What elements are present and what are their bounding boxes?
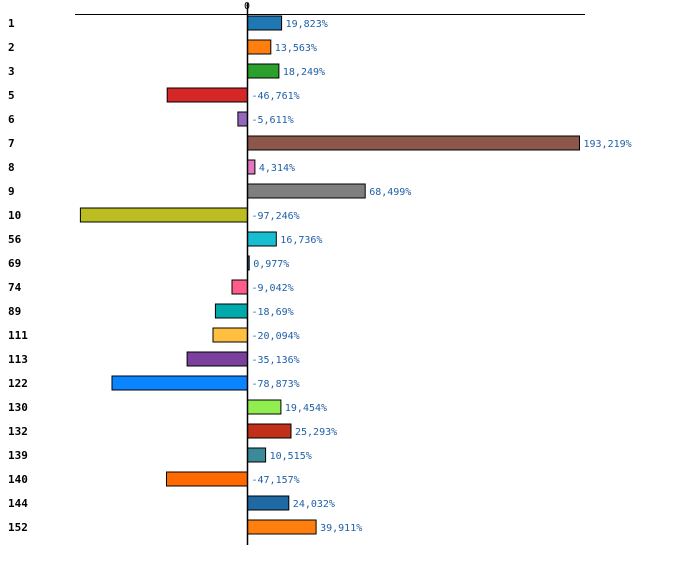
value-label-69: 0,977% bbox=[253, 259, 289, 270]
value-label-5: -46,761% bbox=[252, 91, 300, 102]
bar-5 bbox=[166, 87, 248, 103]
bar-74 bbox=[231, 279, 248, 295]
category-label-144: 144 bbox=[8, 497, 28, 510]
value-label-130: 19,454% bbox=[285, 403, 327, 414]
category-label-139: 139 bbox=[8, 449, 28, 462]
category-label-9: 9 bbox=[8, 185, 15, 198]
bar-111 bbox=[212, 327, 248, 343]
value-label-89: -18,69% bbox=[252, 307, 294, 318]
value-label-152: 39,911% bbox=[320, 523, 362, 534]
value-label-10: -97,246% bbox=[252, 211, 300, 222]
category-label-113: 113 bbox=[8, 353, 28, 366]
category-label-3: 3 bbox=[8, 65, 15, 78]
bar-122 bbox=[111, 375, 248, 391]
value-label-111: -20,094% bbox=[252, 331, 300, 342]
bar-152 bbox=[247, 519, 317, 535]
value-label-6: -5,611% bbox=[252, 115, 294, 126]
value-label-144: 24,032% bbox=[293, 499, 335, 510]
bar-6 bbox=[237, 111, 248, 127]
value-label-3: 18,249% bbox=[283, 67, 325, 78]
category-label-130: 130 bbox=[8, 401, 28, 414]
category-label-56: 56 bbox=[8, 233, 22, 246]
bar-130 bbox=[247, 399, 282, 415]
category-label-10: 10 bbox=[8, 209, 21, 222]
category-label-1: 1 bbox=[8, 17, 15, 30]
bar-144 bbox=[247, 495, 290, 511]
bar-56 bbox=[247, 231, 277, 247]
category-label-89: 89 bbox=[8, 305, 21, 318]
bar-89 bbox=[214, 303, 248, 319]
bar-140 bbox=[166, 471, 248, 487]
bar-113 bbox=[186, 351, 249, 367]
category-label-122: 122 bbox=[8, 377, 28, 390]
value-label-2: 13,563% bbox=[275, 43, 317, 54]
value-label-8: 4,314% bbox=[259, 163, 295, 174]
bar-139 bbox=[247, 447, 267, 463]
category-label-5: 5 bbox=[8, 89, 15, 102]
bar-3 bbox=[247, 63, 280, 79]
value-label-9: 68,499% bbox=[369, 187, 411, 198]
category-label-140: 140 bbox=[8, 473, 28, 486]
category-labels-group: 1235678910566974891111131221301321391401… bbox=[8, 17, 28, 534]
value-label-56: 16,736% bbox=[280, 235, 322, 246]
category-label-74: 74 bbox=[8, 281, 22, 294]
bar-10 bbox=[79, 207, 249, 223]
category-label-152: 152 bbox=[8, 521, 28, 534]
bar-2 bbox=[247, 39, 272, 55]
bar-132 bbox=[247, 423, 292, 439]
bar-1 bbox=[247, 15, 283, 31]
bar-8 bbox=[247, 159, 256, 175]
value-label-140: -47,157% bbox=[252, 475, 300, 486]
value-label-139: 10,515% bbox=[270, 451, 312, 462]
value-label-113: -35,136% bbox=[252, 355, 300, 366]
category-label-2: 2 bbox=[8, 41, 15, 54]
category-label-132: 132 bbox=[8, 425, 28, 438]
bar-9 bbox=[247, 183, 366, 199]
bars-group bbox=[79, 15, 580, 535]
category-label-69: 69 bbox=[8, 257, 21, 270]
category-label-7: 7 bbox=[8, 137, 15, 150]
value-label-122: -78,873% bbox=[252, 379, 300, 390]
value-label-74: -9,042% bbox=[252, 283, 294, 294]
category-label-6: 6 bbox=[8, 113, 15, 126]
value-label-7: 193,219% bbox=[584, 139, 632, 150]
value-labels-group: 19,823% 13,563% 18,249% -46,761% -5,611% 193,… bbox=[252, 19, 632, 534]
value-label-132: 25,293% bbox=[295, 427, 337, 438]
bar-7 bbox=[247, 135, 580, 151]
category-label-111: 111 bbox=[8, 329, 28, 342]
category-label-8: 8 bbox=[8, 161, 15, 174]
value-label-1: 19,823% bbox=[286, 19, 328, 30]
